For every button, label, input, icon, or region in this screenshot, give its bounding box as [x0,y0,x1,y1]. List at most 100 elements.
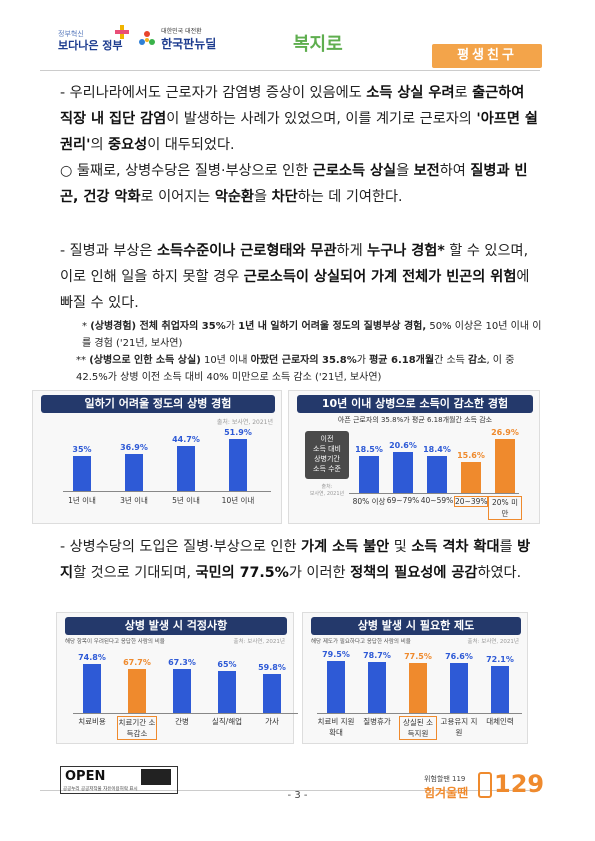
category-label-1: 69~79% [386,496,420,505]
bar-3 [450,663,468,713]
bar-1 [125,454,143,491]
x-axis-line [349,493,519,494]
footer-divider [40,790,540,791]
chart-title: 상병 발생 시 걱정사항 [65,617,287,635]
paragraph-4: - 상병수당의 도입은 질병·부상으로 인한 가계 소득 불안 및 소득 격차 … [60,539,531,581]
income-level-label: 이전 소득 대비 상병기간 소득 수준 [305,431,349,479]
bar-4 [263,674,281,713]
bar-1 [368,661,386,713]
category-label-1: 치료기간 소득감소 [117,716,157,740]
data-label-2: 67.3% [168,658,196,668]
gov-innovation-logo: 정부혁신 보다나은 정부 [58,30,123,52]
category-label-2: 40~59% [420,496,454,505]
category-label-3: 실직/해업 [211,717,243,726]
chart-title: 10년 이내 상병으로 소득이 감소한 경험 [297,395,533,413]
category-label-1: 질병휴가 [363,717,391,726]
data-label-4: 59.8% [258,663,286,673]
bokjiro-logo: 복지로 [293,34,343,55]
data-label-0: 18.5% [355,445,383,454]
bar-2 [409,662,427,713]
bar-2 [427,456,447,493]
category-label-4: 가사 [265,717,279,726]
open-license-badge: OPEN 공공누리 공공저작물 자유이용허락 표시 [60,766,178,794]
chart-subtitle: 해당 항목이 우려된다고 응답한 사람의 비율 [65,639,165,645]
bar-1 [393,451,413,493]
chart-subtitle: 해당 제도가 필요하다고 응답한 사람의 비율 [311,639,411,645]
chart-source: 출처: 보사연, 2021년 [309,484,345,497]
data-label-1: 78.7% [363,650,391,660]
category-label-0: 1년 이내 [68,496,96,505]
x-axis-line [63,491,271,492]
page-number: - 3 - [287,790,308,801]
chart-source: 출처: 보사연, 2021년 [216,419,273,426]
data-label-1: 20.6% [389,440,417,450]
category-label-1: 3년 이내 [120,496,148,505]
chart-needed-policies: 상병 발생 시 필요한 제도 해당 제도가 필요하다고 응답한 사람의 비율 출… [302,612,528,744]
chart-plot: 18.5% 80% 이상 20.6% 69~79% 18.4% 40~59% 15.6% 20… [289,391,541,525]
license-icon [141,769,171,785]
new-deal-star-icon [139,31,155,45]
data-label-3: 65% [217,659,237,669]
category-label-0: 치료비용 [78,717,106,726]
paragraph-1: - 우리나라에서도 근로자가 감염병 증상이 있음에도 소득 상실 우려로 출근… [60,85,538,153]
bar-0 [359,456,379,493]
chart-income-loss: 10년 이내 상병으로 소득이 감소한 경험 아픈 근로자의 35.8%가 평균… [288,390,540,524]
bar-4 [491,666,509,713]
chart-source: 출처: 보사연, 2021년 [233,639,285,645]
chart-plot: 74.8% 치료비용 67.7% 치료기간 소득감소 67.3% 간병 65% 실직/해업 59… [57,613,298,745]
bar-0 [83,664,101,713]
data-label-3: 51.9% [224,428,252,438]
footnote-2: ** (상병으로 인한 소득 상실) 10년 이내 아팠던 근로자의 35.8%… [76,355,515,383]
bar-3 [229,439,247,491]
page-header: 정부혁신 보다나은 정부 대한민국 대전환 한국판뉴딜 복지로 평생친구 [0,0,595,72]
data-label-2: 18.4% [423,445,451,455]
category-label-2: 간병 [175,717,189,726]
x-axis-line [317,713,522,714]
paragraph-2: ○ 둘째로, 상병수당은 질병·부상으로 인한 근로소득 상실을 보전하여 질병… [60,163,528,205]
korean-new-deal-logo: 대한민국 대전환 한국판뉴딜 [138,26,216,52]
chart-title: 상병 발생 시 필요한 제도 [311,617,521,635]
open-sub-label: 공공누리 공공저작물 자유이용허락 표시 [63,787,138,792]
category-label-3: 10년 이내 [221,496,255,505]
data-label-3: 76.6% [445,652,473,662]
footnote-1: * (상병경험) 전체 취업자의 35%가 1년 내 일하기 어려울 정도의 질… [82,321,542,349]
bar-0 [73,456,91,491]
helpline-number: 129 [494,770,545,798]
bar-0 [327,661,345,713]
chart-source: 출처: 보사연, 2021년 [467,639,519,645]
data-label-2: 77.5% [404,651,432,661]
open-label: OPEN [65,769,106,784]
data-label-1: 67.7% [123,657,151,667]
lifelong-friend-tag: 평생친구 [432,44,542,68]
category-label-3: 고용유지 지원 [440,717,478,737]
bar-3 [218,670,236,713]
data-label-3: 15.6% [457,450,485,460]
bar-2 [177,446,195,491]
phone-icon [478,772,492,798]
chart-plot: 79.5% 치료비 지원 확대 78.7% 질병휴가 77.5% 상실된 소득지원 76.6… [303,613,529,745]
chart-concerns: 상병 발생 시 걱정사항 해당 항목이 우려된다고 응답한 사람의 비율 출처:… [56,612,298,745]
bar-4 [495,439,515,493]
data-label-0: 79.5% [322,650,350,660]
bar-3 [461,461,481,493]
category-label-0: 치료비 지원 확대 [317,717,355,737]
data-label-2: 44.7% [172,435,200,445]
category-label-4: 대체인력 [486,717,514,726]
header-divider [40,70,540,71]
helpline-main: 힘겨울땐 [424,786,469,800]
data-label-0: 74.8% [78,653,106,663]
category-label-0: 80% 이상 [352,497,386,506]
helpline-small: 위험할땐 119 [424,775,466,783]
x-axis-line [73,713,298,714]
data-label-0: 35% [72,445,92,454]
category-label-2: 상실된 소득지원 [399,716,437,740]
data-label-4: 72.1% [486,655,514,665]
bar-2 [173,669,191,713]
chart-title: 일하기 어려울 정도의 상병 경험 [41,395,275,413]
category-label-3: 20~39% [454,496,488,507]
chart-subtitle: 아픈 근로자의 35.8%가 평균 6.18개월간 소득 감소 [337,416,493,424]
paragraph-3: - 질병과 부상은 소득수준이나 근로형태와 무관하게 누구나 경험* 할 수 … [60,243,530,311]
data-label-4: 26.9% [491,428,519,438]
plus-icon [115,25,129,39]
category-label-2: 5년 이내 [172,496,200,505]
